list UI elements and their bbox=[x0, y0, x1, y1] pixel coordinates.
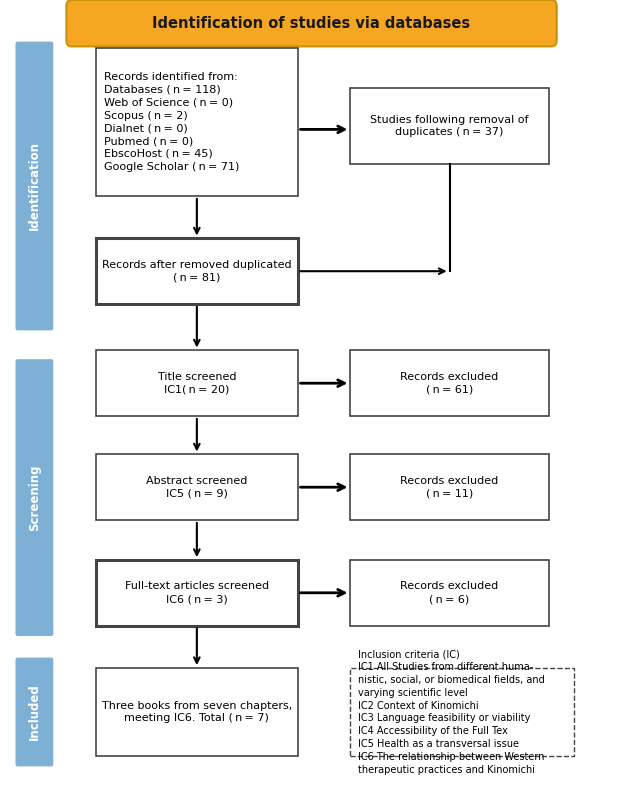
FancyBboxPatch shape bbox=[16, 359, 53, 636]
Text: Records excluded
( n = 61): Records excluded ( n = 61) bbox=[401, 372, 498, 394]
Text: Three books from seven chapters,
meeting IC6. Total ( n = 7): Three books from seven chapters, meeting… bbox=[102, 701, 292, 723]
FancyBboxPatch shape bbox=[96, 350, 298, 416]
FancyBboxPatch shape bbox=[16, 658, 53, 766]
FancyBboxPatch shape bbox=[350, 88, 549, 164]
Text: Records excluded
( n = 11): Records excluded ( n = 11) bbox=[401, 476, 498, 498]
FancyBboxPatch shape bbox=[350, 668, 574, 756]
Text: Full-text articles screened
IC6 ( n = 3): Full-text articles screened IC6 ( n = 3) bbox=[125, 582, 269, 604]
FancyBboxPatch shape bbox=[96, 560, 298, 626]
Text: Title screened
IC1( n = 20): Title screened IC1( n = 20) bbox=[157, 372, 236, 394]
Text: Identification: Identification bbox=[28, 142, 41, 230]
Text: Records excluded
( n = 6): Records excluded ( n = 6) bbox=[401, 582, 498, 604]
Text: Records identified from:
Databases ( n = 118)
Web of Science ( n = 0)
Scopus ( n: Records identified from: Databases ( n =… bbox=[104, 72, 239, 172]
FancyBboxPatch shape bbox=[350, 350, 549, 416]
FancyBboxPatch shape bbox=[96, 48, 298, 196]
Text: Records after removed duplicated
( n = 81): Records after removed duplicated ( n = 8… bbox=[102, 260, 291, 282]
FancyBboxPatch shape bbox=[96, 454, 298, 520]
Text: Studies following removal of
duplicates ( n = 37): Studies following removal of duplicates … bbox=[370, 114, 529, 138]
FancyBboxPatch shape bbox=[96, 238, 298, 304]
FancyBboxPatch shape bbox=[96, 668, 298, 756]
Text: Inclusion criteria (IC)
IC1 All Studies from different huma-
nistic, social, or : Inclusion criteria (IC) IC1 All Studies … bbox=[358, 650, 544, 774]
Text: Screening: Screening bbox=[28, 464, 41, 531]
FancyBboxPatch shape bbox=[66, 0, 557, 46]
FancyBboxPatch shape bbox=[350, 560, 549, 626]
Text: Included: Included bbox=[28, 684, 41, 740]
Text: Identification of studies via databases: Identification of studies via databases bbox=[153, 16, 471, 30]
FancyBboxPatch shape bbox=[350, 454, 549, 520]
FancyBboxPatch shape bbox=[16, 42, 53, 330]
Text: Abstract screened
IC5 ( n = 9): Abstract screened IC5 ( n = 9) bbox=[146, 476, 247, 498]
